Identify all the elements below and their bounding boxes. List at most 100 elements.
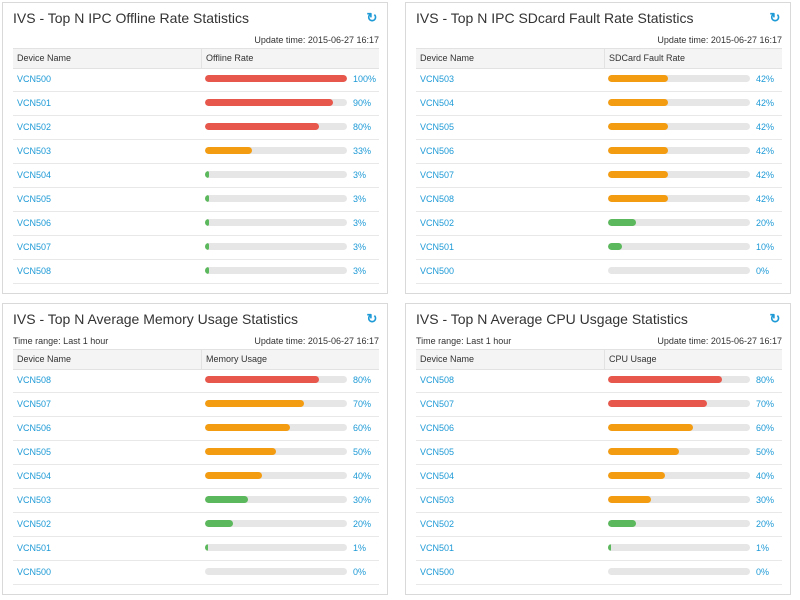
device-name-link[interactable]: VCN501 [17, 98, 52, 108]
table-row: VCN503 30% [416, 489, 782, 513]
device-name-link[interactable]: VCN508 [17, 266, 52, 276]
percent-value: 10% [756, 242, 775, 252]
device-name-link[interactable]: VCN500 [17, 74, 52, 84]
time-range: Time range: Last 1 hour [416, 336, 512, 346]
device-name-link[interactable]: VCN507 [17, 399, 52, 409]
percent-value: 80% [756, 375, 775, 385]
device-name-link[interactable]: VCN503 [17, 495, 52, 505]
percent-value: 42% [756, 194, 775, 204]
table-row: VCN500 0% [416, 561, 782, 585]
progress-bar [205, 171, 347, 178]
refresh-icon[interactable]: ↻ [366, 311, 378, 326]
device-name-link[interactable]: VCN505 [17, 194, 52, 204]
table-row: VCN503 42% [416, 68, 782, 92]
device-name-link[interactable]: VCN507 [17, 242, 52, 252]
percent-value: 1% [756, 543, 770, 553]
table-row: VCN503 33% [13, 140, 379, 164]
update-time: Update time: 2015-06-27 16:17 [254, 336, 379, 346]
percent-value: 50% [756, 447, 775, 457]
progress-fill [205, 472, 262, 479]
device-name-link[interactable]: VCN508 [17, 375, 52, 385]
device-name-link[interactable]: VCN504 [17, 170, 52, 180]
table-row: VCN504 42% [416, 92, 782, 116]
progress-fill [205, 267, 210, 274]
table-header: Device Name Offline Rate [13, 48, 379, 69]
device-name-link[interactable]: VCN506 [17, 218, 52, 228]
device-name-link[interactable]: VCN506 [420, 423, 455, 433]
progress-bar [608, 75, 750, 82]
device-name-link[interactable]: VCN502 [17, 122, 52, 132]
device-name-link[interactable]: VCN500 [17, 567, 52, 577]
device-name-link[interactable]: VCN503 [17, 146, 52, 156]
offline-rate-panel: IVS - Top N IPC Offline Rate Statistics … [2, 2, 388, 294]
device-name-link[interactable]: VCN506 [420, 146, 455, 156]
progress-bar [205, 400, 347, 407]
table-row: VCN507 70% [13, 393, 379, 417]
refresh-icon[interactable]: ↻ [366, 10, 378, 25]
percent-value: 60% [756, 423, 775, 433]
device-name-link[interactable]: VCN502 [17, 519, 52, 529]
progress-bar [608, 219, 750, 226]
percent-value: 30% [756, 495, 775, 505]
progress-bar [205, 568, 347, 575]
device-name-link[interactable]: VCN508 [420, 194, 455, 204]
table-row: VCN506 3% [13, 212, 379, 236]
percent-value: 80% [353, 122, 372, 132]
progress-fill [608, 448, 679, 455]
column-header-metric: Memory Usage [206, 354, 268, 364]
device-name-link[interactable]: VCN501 [420, 543, 455, 553]
percent-value: 90% [353, 98, 372, 108]
device-name-link[interactable]: VCN503 [420, 74, 455, 84]
device-name-link[interactable]: VCN505 [420, 447, 455, 457]
progress-fill [205, 544, 208, 551]
percent-value: 3% [353, 218, 367, 228]
percent-value: 20% [756, 519, 775, 529]
percent-value: 33% [353, 146, 372, 156]
table-header: Device Name Memory Usage [13, 349, 379, 370]
memory-usage-panel: IVS - Top N Average Memory Usage Statist… [2, 303, 388, 595]
device-name-link[interactable]: VCN502 [420, 519, 455, 529]
table-row: VCN508 80% [13, 369, 379, 393]
progress-fill [205, 171, 210, 178]
device-name-link[interactable]: VCN507 [420, 170, 455, 180]
device-name-link[interactable]: VCN500 [420, 266, 455, 276]
device-name-link[interactable]: VCN501 [17, 543, 52, 553]
progress-fill [608, 243, 623, 250]
progress-bar [608, 520, 750, 527]
table-body: VCN500 100% VCN501 90% VCN502 80% VCN503 33% VCN… [13, 68, 379, 284]
percent-value: 100% [353, 74, 377, 84]
progress-bar [205, 376, 347, 383]
table-row: VCN508 42% [416, 188, 782, 212]
table-row: VCN503 30% [13, 489, 379, 513]
progress-fill [608, 195, 668, 202]
device-name-link[interactable]: VCN504 [17, 471, 52, 481]
device-name-link[interactable]: VCN505 [420, 122, 455, 132]
percent-value: 42% [756, 122, 775, 132]
progress-fill [205, 219, 210, 226]
progress-fill [608, 400, 708, 407]
panel-title: IVS - Top N IPC SDcard Fault Rate Statis… [416, 10, 694, 26]
device-name-link[interactable]: VCN507 [420, 399, 455, 409]
device-name-link[interactable]: VCN504 [420, 98, 455, 108]
table-row: VCN501 1% [416, 537, 782, 561]
update-time: Update time: 2015-06-27 16:17 [657, 35, 782, 45]
progress-bar [608, 544, 750, 551]
device-name-link[interactable]: VCN505 [17, 447, 52, 457]
device-name-link[interactable]: VCN502 [420, 218, 455, 228]
device-name-link[interactable]: VCN508 [420, 375, 455, 385]
percent-value: 0% [756, 567, 770, 577]
device-name-link[interactable]: VCN503 [420, 495, 455, 505]
progress-bar [205, 448, 347, 455]
device-name-link[interactable]: VCN506 [17, 423, 52, 433]
progress-fill [608, 544, 611, 551]
progress-bar [205, 99, 347, 106]
percent-value: 42% [756, 74, 775, 84]
refresh-icon[interactable]: ↻ [769, 10, 781, 25]
table-body: VCN508 80% VCN507 70% VCN506 60% VCN505 50% VCN5… [13, 369, 379, 585]
percent-value: 3% [353, 170, 367, 180]
progress-fill [205, 400, 305, 407]
refresh-icon[interactable]: ↻ [769, 311, 781, 326]
device-name-link[interactable]: VCN504 [420, 471, 455, 481]
device-name-link[interactable]: VCN501 [420, 242, 455, 252]
device-name-link[interactable]: VCN500 [420, 567, 455, 577]
